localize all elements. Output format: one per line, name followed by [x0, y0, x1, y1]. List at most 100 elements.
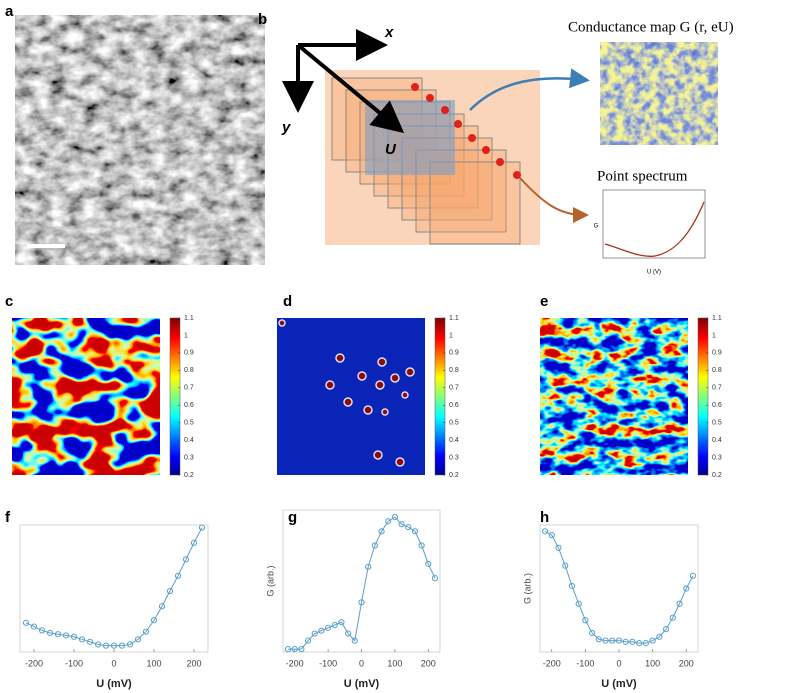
x-tick-label: 200 — [421, 658, 436, 668]
colorbar-tick-label: 0.5 — [712, 420, 722, 427]
panel-label: a — [5, 3, 14, 20]
data-point — [398, 521, 405, 528]
x-tick-label: 200 — [186, 658, 201, 668]
data-point — [562, 562, 569, 569]
data-point — [568, 582, 576, 590]
colorbar-tick-label: 0.9 — [712, 350, 722, 357]
series-line — [25, 527, 203, 647]
data-point — [110, 642, 118, 649]
data-point — [284, 646, 292, 653]
data-point — [190, 539, 198, 546]
x-tick-label: 0 — [111, 658, 116, 668]
colorbar-tick-label: 1 — [449, 332, 453, 339]
colorbar-tick-label: 0.8 — [184, 367, 194, 374]
colorbar-tick-label: 0.4 — [184, 437, 194, 444]
data-point — [158, 603, 166, 610]
colorbar-tick-label: 0.4 — [712, 437, 722, 444]
data-point — [358, 599, 365, 606]
data-point — [62, 632, 70, 639]
data-point — [166, 587, 174, 595]
colorbar — [434, 317, 446, 476]
data-point — [411, 528, 419, 535]
inset-plot — [602, 189, 706, 259]
data-point — [669, 614, 676, 621]
data-point — [548, 532, 555, 539]
panel-label: e — [540, 293, 548, 310]
x-tick-label: -200 — [25, 658, 43, 668]
x-tick-label: 0 — [616, 658, 621, 668]
data-point — [46, 629, 54, 637]
data-point — [174, 572, 182, 579]
data-point — [425, 560, 432, 568]
data-point — [318, 627, 325, 634]
colorbar-tick-label: 0.2 — [184, 472, 194, 479]
colorbar-tick-label: 1.1 — [712, 315, 722, 322]
colorbar-tick-label: 0.8 — [449, 367, 459, 374]
data-point — [609, 637, 616, 644]
data-point — [324, 624, 332, 631]
colorbar-tick-label: 0.7 — [184, 385, 194, 392]
colorbar-tick-label: 0.7 — [712, 385, 722, 392]
x-axis-label: U (mV) — [344, 678, 380, 690]
colorbar-tick-label: 0.6 — [712, 402, 722, 409]
x-tick-label: 100 — [146, 658, 161, 668]
colorbar-tick-label: 0.9 — [449, 350, 459, 357]
colorbar — [169, 317, 181, 476]
heatmap — [12, 318, 160, 475]
data-point — [541, 528, 549, 535]
colorbar-tick-label: 0.3 — [184, 454, 194, 461]
data-point — [636, 640, 643, 647]
panel-label: g — [288, 509, 297, 526]
x-tick-label: 100 — [645, 658, 660, 668]
data-point — [150, 617, 158, 624]
data-point — [371, 542, 378, 549]
data-point — [70, 633, 78, 640]
x-axis-label: U (mV) — [96, 678, 132, 690]
data-point — [298, 646, 305, 653]
colorbar-tick-label: 0.6 — [184, 402, 194, 409]
panel-label: b — [258, 11, 267, 28]
data-point — [142, 628, 150, 635]
data-point — [649, 637, 656, 644]
data-point — [78, 636, 86, 643]
y-axis-label: G (arb.) — [265, 565, 275, 596]
x-tick-label: 100 — [387, 658, 402, 668]
data-point — [622, 638, 629, 645]
panel-label: f — [5, 509, 11, 526]
colorbar-tick-label: 1.1 — [449, 315, 459, 322]
data-point — [575, 600, 582, 607]
data-point — [391, 514, 399, 521]
heatmap — [277, 318, 425, 475]
colorbar-tick-label: 1 — [184, 332, 188, 339]
y-axis-label: G (arb.) — [522, 573, 532, 604]
plot-frame — [282, 509, 441, 653]
x-tick-label: 0 — [359, 658, 364, 668]
x-tick-label: 200 — [679, 658, 694, 668]
data-point — [662, 626, 670, 633]
data-point — [30, 623, 38, 630]
panel-label: c — [5, 293, 13, 310]
data-point — [683, 585, 690, 592]
stm-image — [15, 15, 265, 265]
colorbar-tick-label: 1 — [712, 332, 716, 339]
inset-x-label: U (V) — [647, 270, 661, 276]
data-point — [431, 575, 439, 582]
series-line — [288, 516, 436, 650]
colorbar-tick-label: 0.2 — [449, 472, 459, 479]
colorbar-tick-label: 0.5 — [184, 420, 194, 427]
axis-x-label: x — [384, 24, 394, 41]
data-point — [345, 630, 352, 637]
plot-frame — [539, 524, 699, 653]
colorbar-tick-label: 0.9 — [184, 350, 194, 357]
data-point — [405, 523, 412, 531]
heatmap — [540, 318, 688, 475]
data-point — [656, 633, 663, 640]
colorbar — [697, 317, 709, 476]
data-point — [118, 642, 126, 649]
data-point — [629, 638, 636, 645]
data-point — [582, 617, 589, 624]
data-point — [291, 646, 298, 653]
x-tick-label: -200 — [286, 658, 304, 668]
conductance-map — [600, 42, 718, 145]
